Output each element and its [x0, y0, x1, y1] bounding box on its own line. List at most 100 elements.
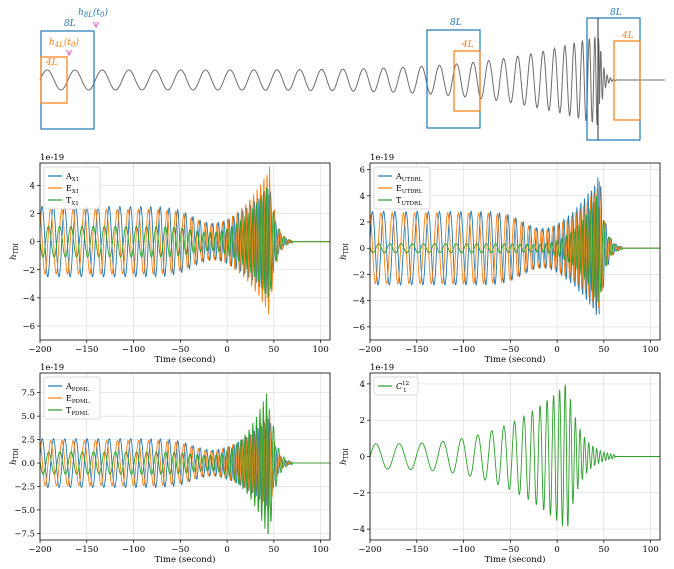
- y-tick-label: −6: [22, 322, 35, 332]
- x-tick-label: −100: [122, 545, 145, 555]
- legend-label-AUTDRL: AUTDRL: [395, 172, 423, 183]
- legend-box: [373, 376, 419, 396]
- legend-label-EUTDRL: EUTDRL: [396, 184, 423, 195]
- y-tick-label: −7.5: [14, 529, 35, 539]
- y-tick-label: 7.5: [21, 389, 35, 399]
- panel-x1: −200 −150 −100 −50 0 50 100 −6 −4 −2 0 2 4 1e-19 Time …: [9, 153, 331, 365]
- box-4L-mid: [453, 50, 481, 112]
- label-4L-right: 4L: [621, 31, 634, 41]
- x-axis-label: Time (second): [485, 354, 546, 365]
- x-axis-label: Time (second): [155, 554, 216, 565]
- x-tick-label: −200: [358, 545, 381, 555]
- y-tick-label: 0: [360, 453, 365, 463]
- y-tick-label: 4: [360, 192, 365, 202]
- y-tick-label: −2: [352, 489, 365, 499]
- x-tick-label: −200: [28, 545, 51, 555]
- legend-label-APDML: APDML: [65, 382, 90, 393]
- legend-label-AX1: AX1: [65, 172, 79, 183]
- x-tick-label: 0: [224, 545, 229, 555]
- x-tick-label: 50: [598, 545, 609, 555]
- y-tick-label: −4: [22, 294, 35, 304]
- panel-utdrl: −200 −150 −100 −50 0 50 100 −6 −4 −2 0 2 4 6 1e-19 Time…: [339, 153, 661, 365]
- axes-frame: [369, 162, 661, 341]
- x-tick-label: −150: [405, 345, 428, 355]
- y-tick-label: 2.5: [21, 436, 35, 446]
- y-tick-label: −5.0: [14, 506, 35, 516]
- x-tick-label: −150: [405, 545, 428, 555]
- y-tick-label: −6: [352, 323, 365, 333]
- x-tick-label: −50: [171, 345, 189, 355]
- y-tick-label: −4: [352, 525, 365, 535]
- axes-frame: [39, 162, 331, 341]
- label-h4L-t0: h4L(t0): [49, 37, 80, 49]
- x-tick-label: −50: [501, 345, 519, 355]
- x-tick-label: −100: [452, 545, 475, 555]
- x-tick-label: −100: [122, 345, 145, 355]
- series-line-AX1: [40, 188, 330, 296]
- legend-label-C1^12: C12 1: [396, 381, 409, 394]
- label-8L-mid: 8L: [450, 18, 462, 28]
- y-tick-label: −2.5: [14, 483, 35, 493]
- x-tick-label: −200: [358, 345, 381, 355]
- axes-frame: [39, 372, 331, 541]
- series-line-TUTDRL: [370, 195, 660, 303]
- marker-h4L: [65, 49, 73, 56]
- legend-label-TUTDRL: TUTDRL: [396, 196, 422, 207]
- x-tick-label: −200: [28, 345, 51, 355]
- series-line-EPDML: [40, 410, 330, 513]
- legend-box: [43, 376, 101, 420]
- legend-box: [373, 166, 431, 210]
- axis-offset-label: 1e-19: [370, 363, 394, 373]
- series-line-TX1: [40, 187, 330, 299]
- y-tick-label: 5.0: [21, 412, 35, 422]
- y-axis-label: hTDI: [339, 243, 350, 260]
- marker-h8L: [92, 21, 100, 28]
- x-tick-label: −150: [75, 545, 98, 555]
- x-tick-label: 100: [643, 545, 659, 555]
- x-tick-label: 50: [268, 545, 279, 555]
- legend-label-EX1: EX1: [66, 184, 79, 195]
- y-tick-label: 0.0: [21, 459, 35, 469]
- x-tick-label: −100: [452, 345, 475, 355]
- y-tick-label: −2: [22, 266, 35, 276]
- series-line-C1^12: [370, 384, 660, 527]
- panel-pdml: −200 −150 −100 −50 0 50 100 −7.5 −5.0 −2.5 0.0 2.5 5…: [9, 363, 331, 565]
- series-line-TPDML: [40, 393, 330, 535]
- y-tick-label: −4: [352, 297, 365, 307]
- axis-offset-label: 1e-19: [40, 153, 64, 163]
- axis-offset-label: 1e-19: [370, 153, 394, 163]
- x-tick-label: −50: [171, 545, 189, 555]
- x-tick-label: 100: [313, 345, 329, 355]
- x-tick-label: 0: [224, 345, 229, 355]
- legend-label-TPDML: TPDML: [66, 406, 89, 417]
- y-tick-label: 0: [360, 244, 365, 254]
- x-tick-label: 50: [598, 345, 609, 355]
- y-axis-label: hTDI: [9, 448, 20, 465]
- label-4L-mid: 4L: [461, 40, 474, 50]
- x-tick-label: −50: [501, 545, 519, 555]
- box-4L-left: [40, 56, 68, 104]
- y-axis-label: hTDI: [9, 243, 20, 260]
- label-4L-left: 4L: [45, 58, 58, 68]
- x-tick-label: 50: [268, 345, 279, 355]
- legend-label-EPDML: EPDML: [66, 394, 90, 405]
- y-axis-label: hTDI: [339, 448, 350, 465]
- label-h8L-t0: h8L(t0): [78, 7, 109, 19]
- x-axis-label: Time (second): [485, 554, 546, 565]
- x-tick-label: 100: [313, 545, 329, 555]
- top-waveform-schematic: 8L 8L 8L 4L 4L 4L h8L(t0) h4L(t0): [39, 7, 665, 141]
- y-tick-label: 6: [360, 166, 365, 176]
- x-tick-label: 0: [554, 345, 559, 355]
- legend-label-TX1: TX1: [66, 196, 79, 207]
- x-tick-label: −150: [75, 345, 98, 355]
- y-tick-label: 4: [30, 181, 35, 191]
- y-tick-label: 4: [360, 380, 365, 390]
- box-4L-right: [613, 40, 641, 121]
- y-tick-label: 2: [360, 416, 365, 426]
- y-tick-label: 2: [360, 218, 365, 228]
- y-tick-label: 0: [30, 238, 35, 248]
- y-tick-label: 2: [30, 210, 35, 220]
- panel-c12: −200 −150 −100 −50 0 50 100 −4 −2 0 2 4 1e-19 Time (s…: [339, 363, 661, 565]
- legend-box: [43, 166, 101, 210]
